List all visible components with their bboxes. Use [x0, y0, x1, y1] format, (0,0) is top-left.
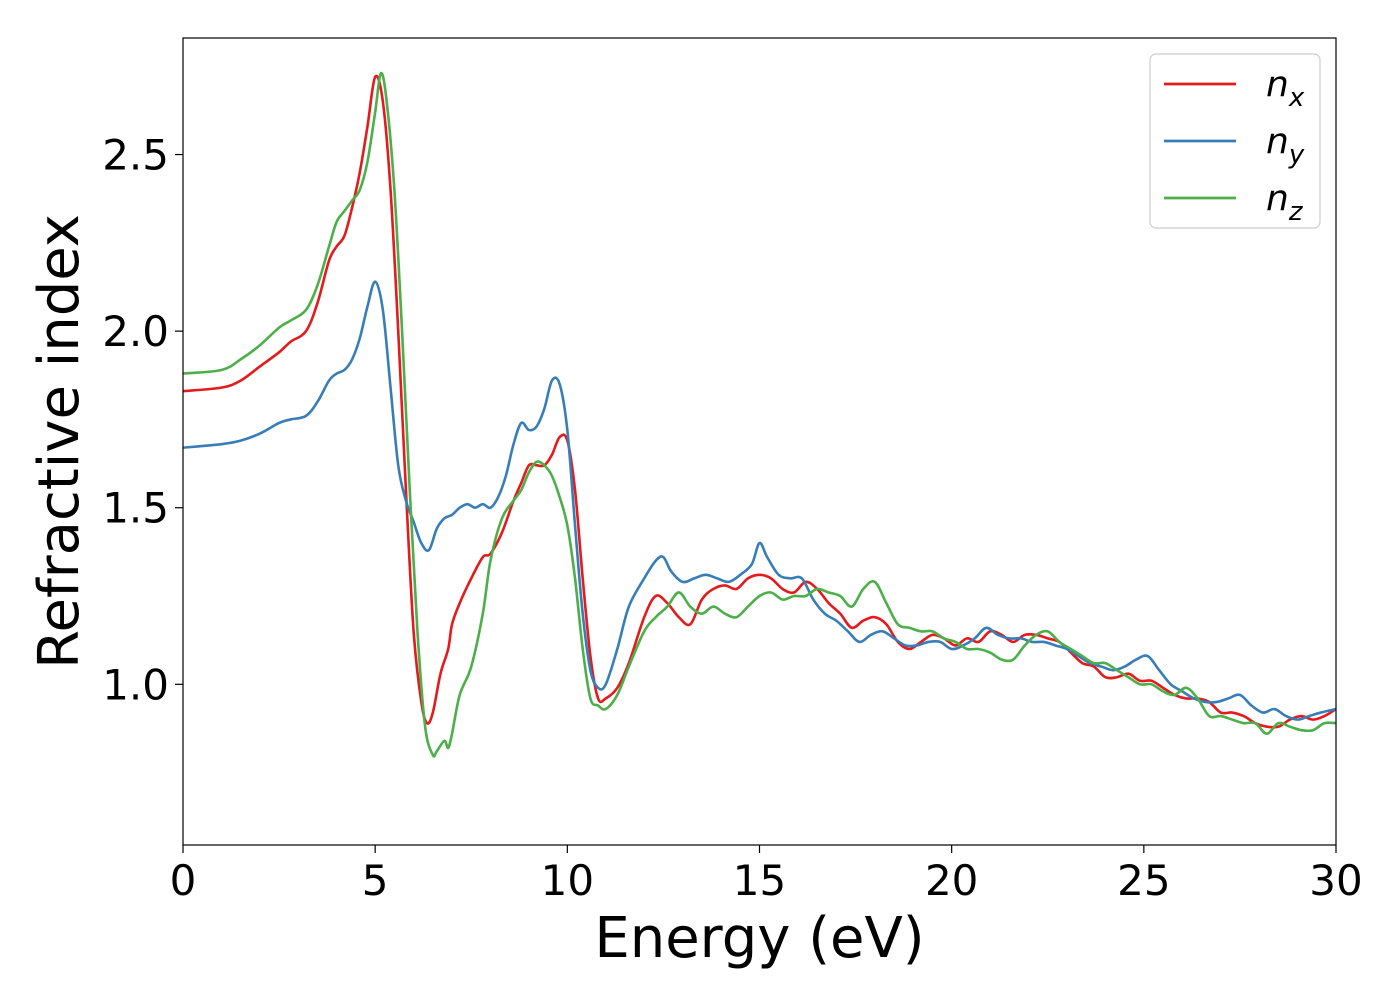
series-line-nx: [183, 74, 1336, 729]
y-tick-label: 1.5: [102, 484, 169, 533]
y-axis: 1.0 1.5 2.0 2.5: [102, 131, 183, 709]
legend-label-nz: nz: [1266, 178, 1304, 227]
y-axis-label: Refractive index: [27, 214, 92, 669]
y-tick-label: 1.0: [102, 660, 169, 709]
x-axis-label: Energy (eV): [594, 906, 924, 971]
series-line-nz: [183, 71, 1336, 758]
legend-label-ny: ny: [1266, 121, 1305, 170]
y-tick-label: 2.0: [102, 307, 169, 356]
x-tick-label: 10: [541, 856, 594, 905]
x-tick-label: 20: [925, 856, 978, 905]
x-tick-label: 25: [1117, 856, 1170, 905]
x-tick-label: 0: [170, 856, 197, 905]
x-tick-label: 5: [362, 856, 389, 905]
legend: nx ny nz: [1149, 53, 1321, 229]
y-tick-label: 2.5: [102, 131, 169, 180]
legend-label-nx: nx: [1266, 64, 1305, 113]
series-line-ny: [183, 280, 1336, 721]
x-tick-label: 30: [1309, 856, 1362, 905]
series-layer: [183, 71, 1336, 758]
x-axis: 0 5 10 15 20 25 30: [170, 845, 1363, 905]
x-tick-label: 15: [733, 856, 786, 905]
